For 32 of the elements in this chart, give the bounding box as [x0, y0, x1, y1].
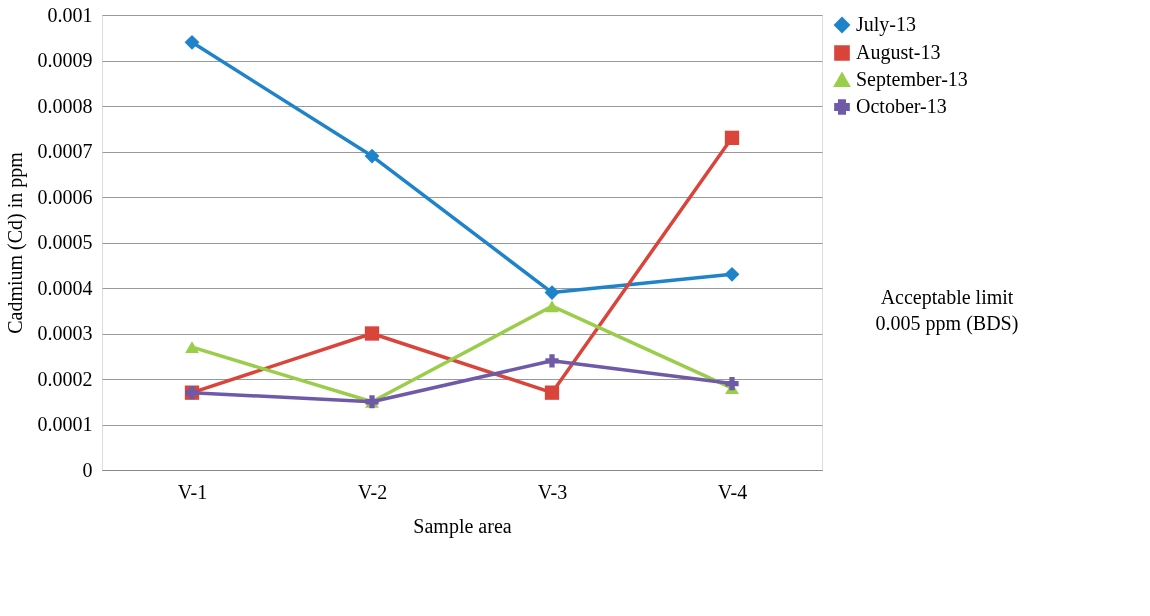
- y-tick-label: 0.0002: [37, 367, 93, 390]
- point: [184, 34, 200, 50]
- y-tick-label: 0.0001: [37, 413, 93, 435]
- y-tick-label: 0: [82, 458, 93, 481]
- point: [545, 354, 559, 368]
- y-tick-label: 0.0007: [37, 140, 93, 162]
- point: [364, 326, 380, 341]
- text: Acceptable limit 0.005 ppm (BDS): [875, 286, 1019, 335]
- point: [724, 266, 740, 282]
- y-tick-label: 0.0004: [37, 276, 93, 299]
- point: [724, 130, 740, 146]
- x-tick-label: V-1: [177, 480, 208, 503]
- x-tick-label: V-2: [357, 480, 388, 503]
- point: [544, 385, 560, 400]
- y-tick-label: 0.0009: [37, 49, 93, 71]
- point: [185, 341, 199, 354]
- y-tick-label: 0.0006: [37, 185, 93, 208]
- x-axis-title: Sample area: [413, 514, 512, 538]
- legend-label: August-13: [856, 41, 941, 64]
- x-tick-label: V-3: [537, 480, 568, 503]
- y-tick-label: 0.0003: [37, 322, 93, 344]
- x-tick-label: V-4: [717, 480, 748, 503]
- y-tick-label: 0.0005: [37, 231, 93, 253]
- legend-label: October-13: [856, 95, 947, 117]
- y-tick-label: 0.001: [47, 3, 93, 26]
- legend-label: September-13: [856, 68, 968, 91]
- legend-label: July-13: [856, 13, 916, 36]
- y-axis-title: Cadmium (Cd) in ppm: [3, 151, 27, 334]
- y-tick-label: 0.0008: [37, 94, 93, 117]
- point: [545, 300, 559, 313]
- point: [725, 376, 739, 391]
- point: [364, 148, 380, 164]
